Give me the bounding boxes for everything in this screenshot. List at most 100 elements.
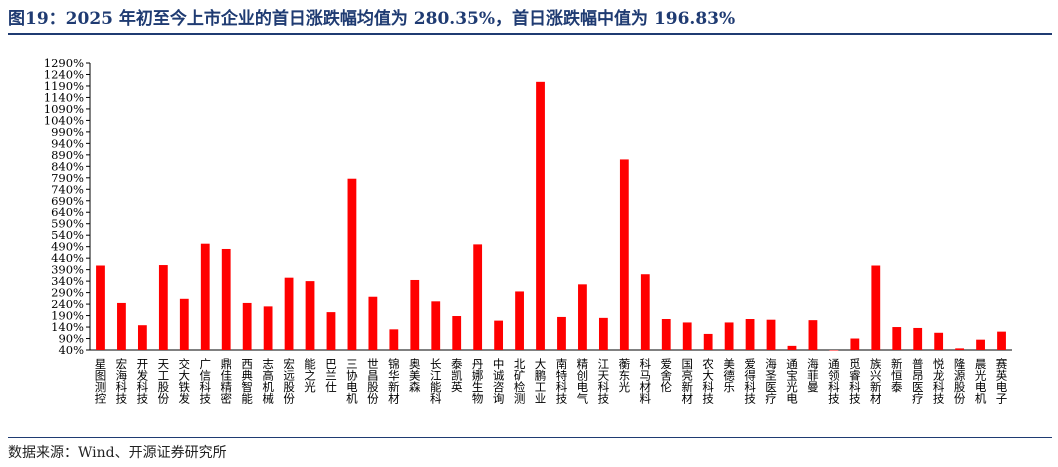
- bar: [976, 339, 985, 350]
- bar: [158, 265, 168, 350]
- bar: [892, 327, 902, 350]
- x-tick-label: 宏海科技: [114, 357, 128, 405]
- x-tick-label: 通宝光电: [785, 358, 799, 404]
- bar: [787, 345, 797, 350]
- x-tick-label: 觅睿科技: [848, 358, 862, 405]
- y-tick-label: 40%: [58, 343, 84, 357]
- x-tick-label: 三协电机: [345, 358, 359, 404]
- bar: [452, 316, 462, 350]
- bar: [745, 319, 755, 350]
- y-tick-label: 90%: [58, 332, 84, 346]
- bar: [515, 291, 524, 350]
- y-tick-label: 140%: [51, 320, 84, 334]
- bar: [598, 317, 608, 350]
- bar: [117, 302, 126, 350]
- source-note: 数据来源：Wind、开源证券研究所: [8, 445, 227, 461]
- x-tick-label: 能之光: [303, 357, 317, 393]
- bar: [200, 243, 210, 350]
- bar: [619, 159, 629, 350]
- x-tick-label: 国亮新材: [680, 358, 694, 404]
- y-tick-label: 1290%: [44, 56, 84, 70]
- x-tick-label: 南特科技: [554, 357, 568, 405]
- x-tick-label: 世昌股份: [366, 358, 380, 405]
- bar: [536, 81, 545, 350]
- x-tick-label: 天工股份: [156, 358, 170, 405]
- x-tick-label: 精创电气: [575, 358, 589, 404]
- x-tick-label: 星图测控: [93, 358, 107, 404]
- footer-divider: [8, 437, 1052, 438]
- x-tick-label: 蘅东光: [617, 358, 631, 393]
- y-tick-label: 940%: [51, 136, 84, 150]
- y-tick-label: 290%: [51, 286, 84, 300]
- y-tick-label: 890%: [51, 148, 84, 162]
- x-tick-label: 交大铁发: [177, 357, 191, 405]
- x-tick-label: 隆源股份: [953, 357, 967, 405]
- bar: [871, 265, 881, 350]
- x-tick-label: 族兴新材: [869, 357, 883, 404]
- x-tick-label: 泰凯英: [450, 357, 464, 393]
- bar: [494, 320, 504, 350]
- x-tick-label: 北矿检测: [513, 358, 527, 405]
- x-tick-label: 长江能科: [429, 358, 443, 404]
- bar: [557, 316, 566, 350]
- bar: [913, 327, 923, 350]
- bar: [368, 296, 378, 350]
- x-tick-label: 江天科技: [596, 358, 610, 405]
- y-tick-label: 1240%: [44, 67, 84, 81]
- x-tick-label: 美德乐: [722, 357, 736, 392]
- x-tick-label: 悦龙科技: [932, 357, 946, 405]
- x-tick-label: 爱得科技: [743, 358, 757, 405]
- y-tick-label: 1140%: [44, 90, 84, 104]
- x-tick-label: 丹娜生物: [471, 358, 485, 404]
- y-tick-label: 490%: [51, 240, 84, 254]
- x-tick-label: 鼎佳精密: [219, 358, 233, 405]
- bar: [431, 301, 441, 350]
- x-tick-label: 广信科技: [198, 358, 212, 405]
- x-tick-label: 晨光电机: [974, 358, 988, 404]
- x-tick-label: 锦华新材: [387, 357, 401, 404]
- bar: [997, 331, 1006, 350]
- y-tick-label: 240%: [51, 297, 84, 311]
- bar: [766, 319, 776, 350]
- bar: [473, 244, 483, 350]
- x-tick-label: 奥美森: [408, 357, 422, 393]
- x-tick-label: 西典智能: [240, 358, 254, 405]
- bar: [724, 322, 734, 350]
- x-tick-label: 巴兰仕: [324, 358, 338, 393]
- bar: [179, 298, 189, 350]
- bar: [389, 329, 399, 350]
- y-tick-label: 440%: [51, 251, 84, 265]
- bar: [305, 281, 315, 350]
- bar: [263, 306, 273, 350]
- figure-title: 图19：2025 年初至今上市企业的首日涨跌幅均值为 280.35%，首日涨跌幅…: [8, 9, 736, 29]
- y-tick-label: 790%: [51, 171, 84, 185]
- x-tick-label: 通领科技: [827, 358, 841, 405]
- y-tick-label: 540%: [51, 228, 84, 242]
- bar: [640, 274, 650, 350]
- x-tick-label: 中诚咨询: [492, 358, 506, 405]
- bar: [221, 248, 231, 350]
- y-tick-label: 990%: [51, 125, 84, 139]
- y-tick-label: 840%: [51, 159, 84, 173]
- x-tick-label: 科马材料: [638, 357, 652, 405]
- title-divider: [8, 33, 1052, 35]
- bar: [850, 338, 860, 350]
- x-tick-label: 宏远股份: [282, 357, 296, 405]
- bar: [934, 332, 944, 350]
- y-tick-label: 390%: [51, 263, 84, 277]
- bar: [326, 312, 336, 350]
- x-tick-label: 爱舍伦: [659, 358, 673, 393]
- bar: [410, 279, 420, 350]
- bar: [284, 277, 294, 350]
- y-tick-label: 1040%: [44, 113, 84, 127]
- x-tick-label: 志高机械: [261, 358, 275, 405]
- bar: [578, 284, 587, 350]
- bar: [242, 302, 252, 350]
- y-tick-label: 590%: [51, 217, 84, 231]
- bar: [96, 265, 105, 350]
- x-tick-label: 海圣医疗: [764, 357, 778, 405]
- y-tick-label: 740%: [51, 182, 84, 196]
- bar: [137, 325, 147, 350]
- bar: [661, 319, 671, 350]
